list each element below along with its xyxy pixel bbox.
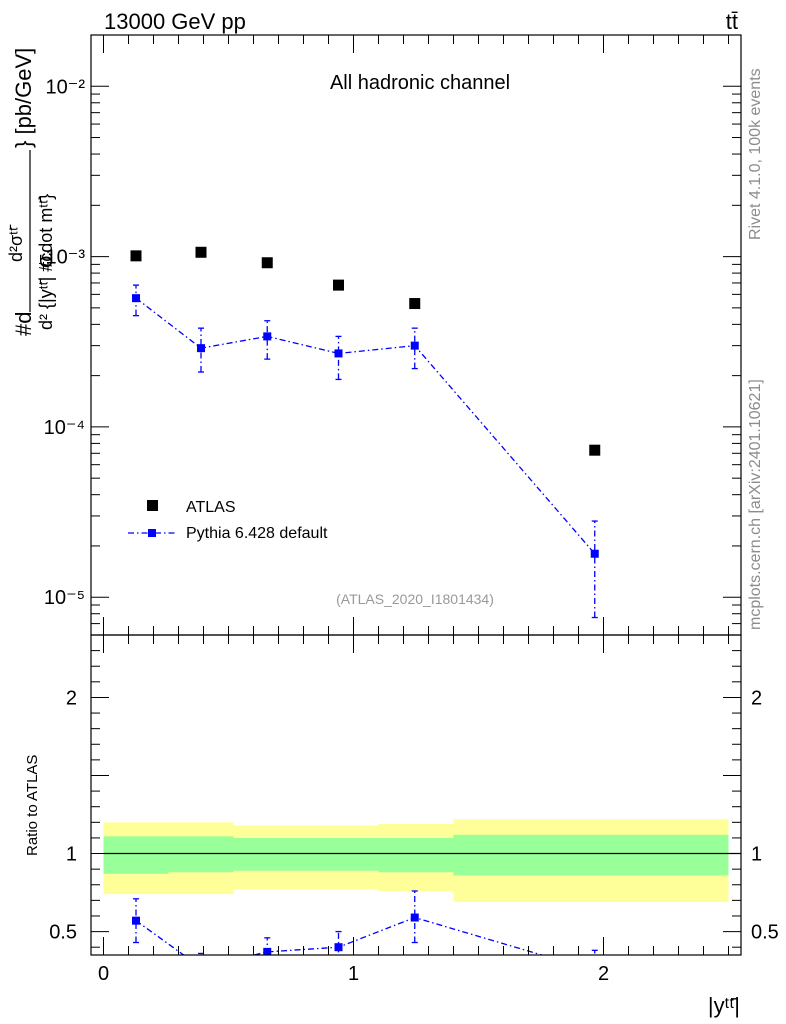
ylabel-top: #d (11, 312, 36, 336)
legend-atlas-label: ATLAS (186, 499, 236, 516)
main-ytick-label: 10⁻⁴ (44, 417, 85, 439)
mcplots-label: mcplots.cern.ch [arXiv:2401.10621] (747, 379, 764, 630)
ylabel-numerator: d²σᵗᵗ̄ (6, 224, 26, 262)
pythia-point (334, 349, 343, 358)
ratio-point (132, 916, 140, 925)
pythia-point (197, 344, 205, 353)
uncertainty-band-green (378, 837, 454, 873)
process-label: tt̄ (726, 9, 738, 34)
uncertainty-band-green (168, 836, 234, 873)
ratio-axes: 0 1 2 0.5 0.5 1 1 2 2 (49, 634, 779, 985)
ratio-frame (90, 634, 742, 956)
ylabel-denominator: d² {|yᵗᵗ̄| #cdot mᵗᵗ̄} (36, 194, 56, 330)
legend: ATLAS Pythia 6.428 default (128, 499, 328, 542)
ratio-ytick-label-right: 1 (751, 844, 762, 866)
main-title: All hadronic channel (330, 72, 510, 94)
main-ytick-label: 10⁻³ (46, 247, 86, 269)
ylabel-sigma: σ (32, 254, 57, 268)
ratio-point (410, 913, 419, 922)
pythia-point (590, 549, 599, 558)
ratio-point (334, 943, 343, 952)
ratio-ytick-label-right: 0.5 (751, 922, 779, 944)
legend-pythia-marker (148, 529, 156, 537)
atlas-point (333, 279, 344, 291)
ratio-xtick-label: 2 (598, 963, 609, 985)
energy-label: 13000 GeV pp (104, 9, 246, 34)
ratio-line (135, 916, 545, 955)
ratio-xtick-label: 1 (348, 963, 359, 985)
ratio-xtick-label: 0 (98, 963, 109, 985)
main-ytick-label: 10⁻² (46, 76, 86, 98)
ratio-ylabel: Ratio to ATLAS (24, 755, 41, 856)
atlas-point (130, 250, 142, 262)
uncertainty-band-green (453, 834, 729, 876)
atlas-point (261, 257, 273, 269)
pythia-line (135, 297, 596, 555)
uncertainty-band-green (233, 837, 379, 871)
ratio-ytick-label: 0.5 (49, 922, 77, 944)
main-ylabel: #d d²σᵗᵗ̄ d² {|yᵗᵗ̄| #cdot mᵗᵗ̄} σ } [pb… (6, 48, 57, 336)
ratio-ytick-label: 1 (66, 844, 77, 866)
ratio-ytick-label-right: 2 (751, 687, 762, 709)
ratio-ytick-label: 2 (66, 687, 77, 709)
atlas-point (409, 298, 421, 310)
legend-pythia-label: Pythia 6.428 default (186, 525, 328, 542)
main-watermark: (ATLAS_2020_I1801434) (336, 591, 494, 607)
main-axes: 10⁻² 10⁻³ 10⁻⁴ 10⁻⁵ (44, 34, 741, 636)
ratio-point (197, 963, 205, 971)
uncertainty-band-green (103, 836, 169, 874)
main-frame (90, 34, 742, 636)
atlas-point (195, 246, 207, 258)
main-panel (130, 246, 601, 619)
atlas-point (589, 444, 601, 456)
main-ytick-label: 10⁻⁵ (44, 587, 85, 609)
pythia-point (263, 332, 272, 341)
ratio-point (263, 947, 272, 955)
rivet-label: Rivet 4.1.0, 100k events (747, 68, 764, 240)
pythia-point (410, 341, 419, 350)
ylabel-unit: } [pb/GeV] (11, 48, 36, 148)
ratio-panel (103, 819, 741, 971)
ratio-xlabel: |yᵗᵗ̄| (708, 993, 740, 1018)
legend-atlas-marker (147, 500, 158, 511)
pythia-point (132, 294, 140, 303)
